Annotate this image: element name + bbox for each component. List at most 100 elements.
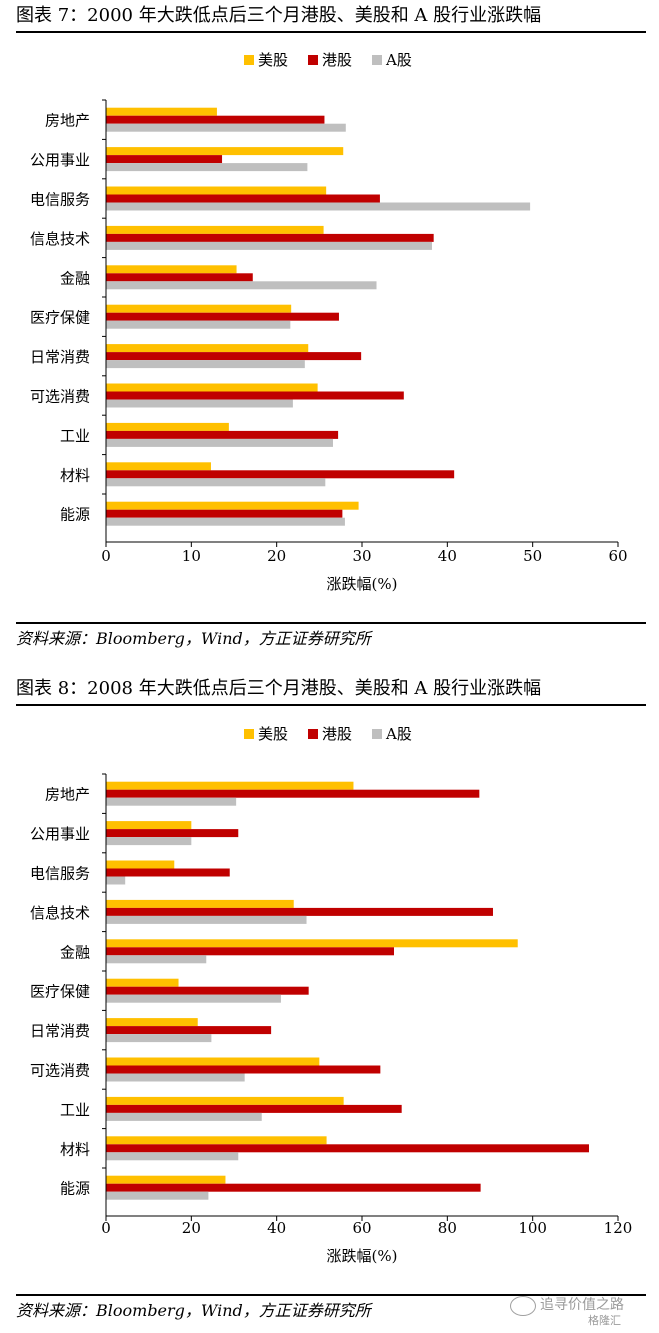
- bar: [106, 860, 175, 869]
- bar: [106, 107, 217, 116]
- bar: [106, 1065, 381, 1074]
- bar: [106, 422, 229, 431]
- bar: [106, 837, 192, 846]
- bar: [106, 225, 324, 234]
- category-label: 能源: [60, 1180, 90, 1198]
- bar: [106, 123, 346, 132]
- bar: [106, 1136, 327, 1145]
- figure-7-chart: 美股 港股 A股房地产公用事业电信服务信息技术金融医疗保健日常消费可选消费工业材料能…: [30, 51, 628, 593]
- watermark-logo: 格隆汇: [588, 1314, 621, 1327]
- bar: [106, 470, 455, 479]
- category-label: 电信服务: [30, 865, 90, 883]
- x-tick-label: 40: [267, 1219, 286, 1237]
- bar: [106, 281, 377, 290]
- bar: [106, 1144, 589, 1153]
- bar: [106, 478, 326, 487]
- bar: [106, 202, 531, 211]
- category-label: 金融: [60, 269, 90, 287]
- bar: [106, 939, 518, 948]
- bar: [106, 1026, 272, 1035]
- category-label: 公用事业: [30, 825, 90, 843]
- bar: [106, 186, 327, 195]
- legend-swatch: [308, 55, 318, 65]
- bar: [106, 947, 394, 956]
- bar: [106, 1018, 198, 1027]
- bar: [106, 344, 309, 353]
- figure-7-title: 图表 7：2000 年大跌低点后三个月港股、美股和 A 股行业涨跌幅: [16, 0, 646, 33]
- bar: [106, 391, 404, 400]
- category-label: 可选消费: [30, 1062, 90, 1080]
- bar: [106, 829, 239, 838]
- bar: [106, 438, 333, 447]
- x-tick-label: 100: [518, 1219, 547, 1237]
- x-tick-label: 40: [438, 547, 457, 565]
- bar: [106, 915, 307, 924]
- x-tick-label: 10: [182, 547, 201, 565]
- bar: [106, 821, 192, 830]
- category-label: 房地产: [45, 112, 90, 130]
- legend-swatch: [372, 55, 382, 65]
- bar: [106, 430, 339, 439]
- bar: [106, 304, 292, 313]
- bar: [106, 868, 230, 877]
- legend-swatch: [244, 729, 254, 739]
- bar: [106, 163, 308, 172]
- bar: [106, 501, 359, 510]
- bar: [106, 1104, 402, 1113]
- category-label: 材料: [60, 466, 90, 484]
- bar: [106, 986, 309, 995]
- x-tick-label: 60: [608, 547, 627, 565]
- x-tick-label: 60: [352, 1219, 371, 1237]
- bar: [106, 1191, 209, 1200]
- figure-8-source: 资料来源：Bloomberg，Wind，方正证券研究所: [16, 1294, 646, 1326]
- bar: [106, 399, 293, 408]
- category-label: 公用事业: [30, 151, 90, 169]
- legend-swatch: [372, 729, 382, 739]
- bar: [106, 1034, 212, 1043]
- legend-label: 美股: [258, 725, 288, 743]
- bar: [106, 352, 362, 361]
- x-axis-label: 涨跌幅(%): [327, 575, 398, 593]
- category-label: 可选消费: [30, 388, 90, 406]
- category-label: 日常消费: [30, 1022, 90, 1040]
- category-label: 工业: [60, 1101, 90, 1119]
- x-axis-label: 涨跌幅(%): [327, 1247, 398, 1265]
- bar: [106, 797, 237, 806]
- bar: [106, 147, 344, 156]
- bar: [106, 978, 179, 987]
- bar: [106, 994, 281, 1003]
- x-tick-label: 0: [101, 547, 111, 565]
- category-label: 信息技术: [30, 230, 90, 248]
- x-tick-label: 80: [438, 1219, 457, 1237]
- x-tick-label: 50: [523, 547, 542, 565]
- watermark-text: 追寻价值之路: [540, 1297, 624, 1313]
- bar: [106, 233, 434, 242]
- category-label: 电信服务: [30, 191, 90, 209]
- bar: [106, 955, 207, 964]
- bar: [106, 1152, 239, 1161]
- bar: [106, 789, 480, 798]
- figure-8-chart: 美股 港股 A股房地产公用事业电信服务信息技术金融医疗保健日常消费可选消费工业材料能…: [30, 725, 633, 1265]
- bar: [106, 360, 305, 369]
- bar: [106, 876, 126, 885]
- bar: [106, 1175, 226, 1184]
- bar: [106, 383, 318, 392]
- bar: [106, 312, 339, 321]
- bar: [106, 1096, 344, 1105]
- legend-label: A股: [385, 51, 412, 69]
- category-label: 房地产: [45, 786, 90, 804]
- legend-label: 美股: [258, 51, 288, 69]
- category-label: 材料: [60, 1140, 90, 1158]
- bar: [106, 273, 253, 282]
- x-tick-label: 120: [604, 1219, 633, 1237]
- bar: [106, 1183, 481, 1192]
- x-tick-label: 20: [182, 1219, 201, 1237]
- bar: [106, 265, 237, 274]
- watermark: 追寻价值之路 格隆汇: [510, 1292, 650, 1328]
- bar: [106, 194, 380, 203]
- figure-7-source: 资料来源：Bloomberg，Wind，方正证券研究所: [16, 622, 646, 654]
- bar: [106, 517, 345, 526]
- category-label: 工业: [60, 427, 90, 445]
- bar: [106, 115, 325, 124]
- bar: [106, 462, 211, 471]
